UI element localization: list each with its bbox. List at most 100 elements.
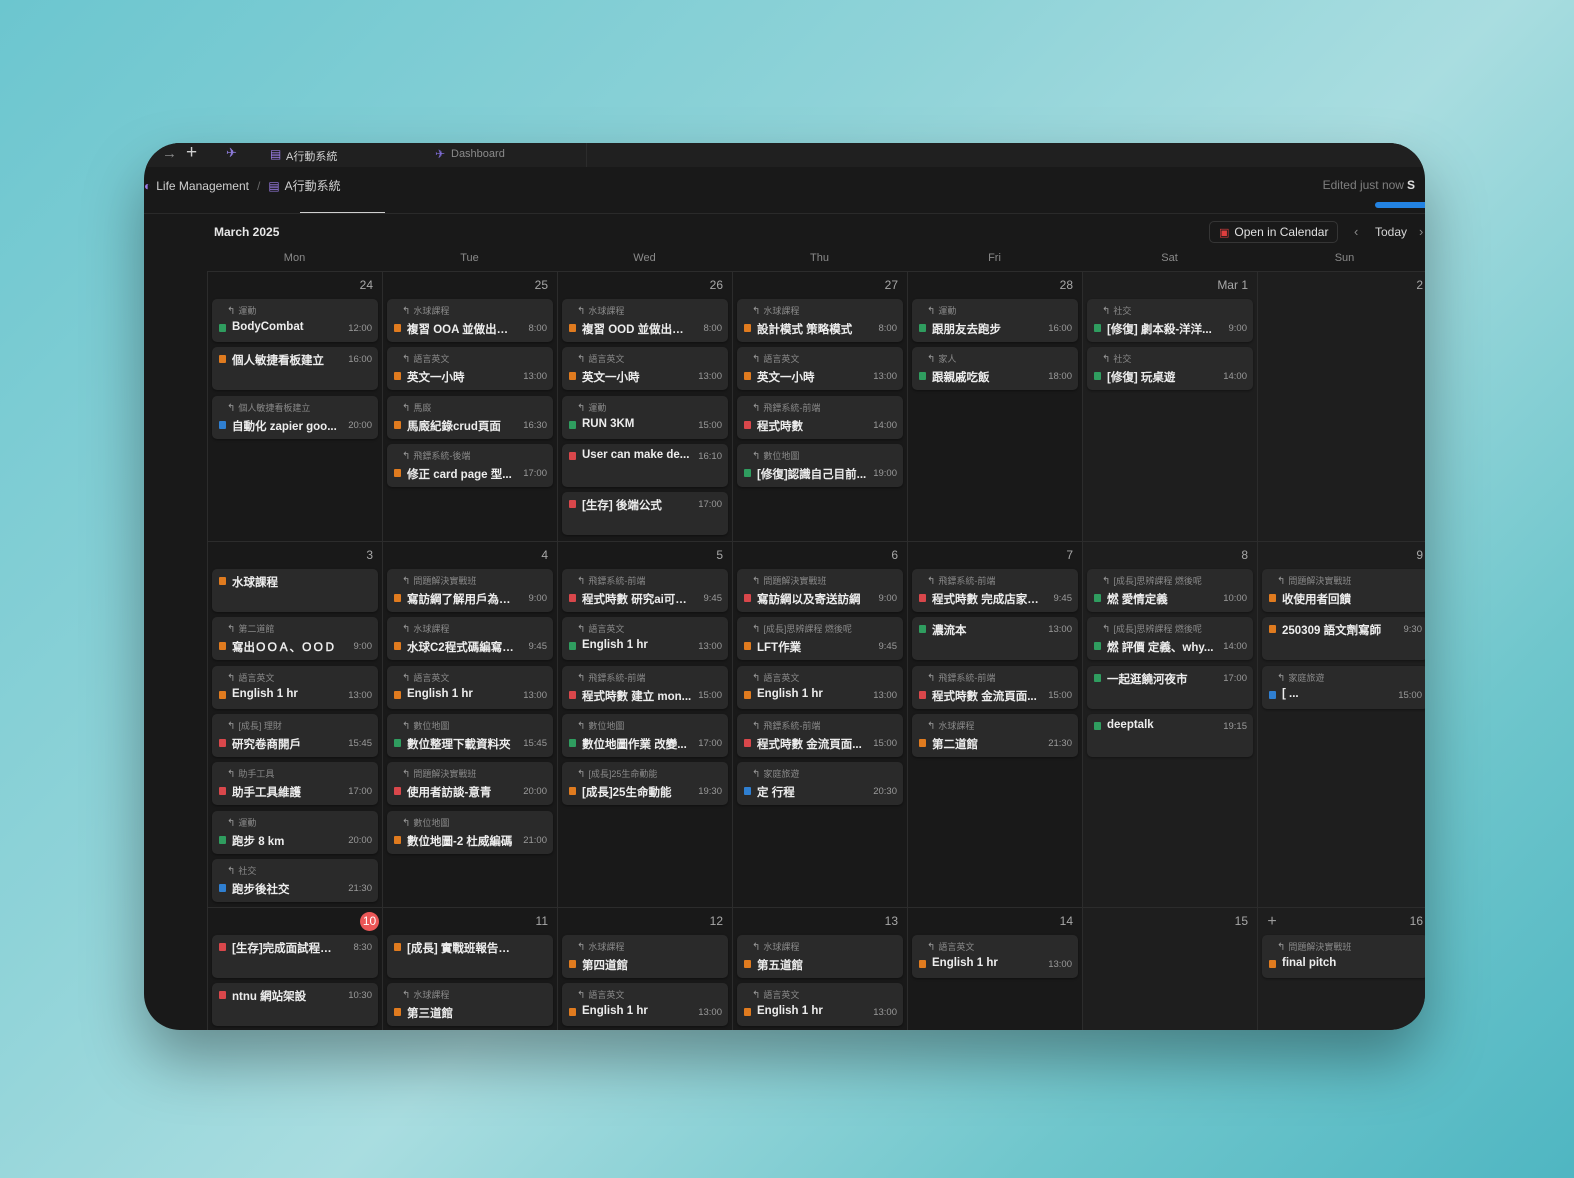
event-card[interactable]: ↰ 語言英文 English 1 hr 13:00 — [912, 935, 1078, 978]
event-card[interactable]: ↰ 語言英文 English 1 hr 13:00 — [562, 983, 728, 1027]
event-card[interactable]: ↰ 飛鏢系統-前端 程式時數 研究ai可以... 9:45 — [562, 569, 728, 612]
event-card[interactable]: ↰ 飛鏢系統-前端 程式時數 建立 mon... 15:00 — [562, 665, 728, 709]
share-button[interactable]: S — [1406, 178, 1415, 192]
event-card[interactable]: 個人敏捷看板建立 16:00 — [212, 347, 378, 391]
event-card[interactable]: ↰ [成長]25生命動能 [成長]25生命動能 19:30 — [562, 762, 728, 806]
event-card[interactable]: 250309 語文劑寫師 9:30 — [1262, 617, 1425, 661]
calendar-day-cell[interactable]: 3 水球課程 ↰ 第二道館 寫出ＯＯＡ、ＯＯＤ 9:00 ↰ 語言英文 English 1 hr… — [207, 542, 382, 907]
event-card[interactable]: ↰ 水球課程 設計模式 策略模式 8:00 — [737, 299, 903, 342]
event-card[interactable]: ↰ 問題解決實戰班 final pitch — [1262, 935, 1425, 978]
event-card[interactable]: ↰ 語言英文 英文一小時 13:00 — [737, 347, 903, 391]
event-card[interactable]: ↰ 社交 跑步後社交 21:30 — [212, 858, 378, 902]
calendar-day-cell[interactable]: 6 ↰ 問題解決實戰班 寫訪綱以及寄送訪綱 9:00 ↰ [成長]思辨課程 燃後呢 LFT作業… — [732, 542, 907, 907]
event-card[interactable]: ↰ 語言英文 英文一小時 13:00 — [562, 347, 728, 391]
new-tab-button[interactable]: + — [186, 143, 198, 163]
event-card[interactable]: ↰ 馬廄 馬廄紀錄crud頁面 16:30 — [387, 395, 553, 439]
event-card[interactable]: ↰ 個人敏捷看板建立 自動化 zapier goo... 20:00 — [212, 395, 378, 439]
event-card[interactable]: ntnu 網站架設 10:30 — [212, 983, 378, 1027]
calendar-day-cell[interactable]: 4 ↰ 問題解決實戰班 寫訪綱了解用戶為什... 9:00 ↰ 水球課程 水球C2程式碼編寫與… — [382, 542, 557, 907]
breadcrumb-page[interactable]: A行動系統 — [284, 179, 341, 193]
event-card[interactable]: deeptalk 19:15 — [1087, 713, 1253, 757]
pin-icon[interactable]: ✈ — [226, 145, 237, 160]
event-card[interactable]: ↰ 水球課程 複習 OOA 並做出筆記 8:00 — [387, 299, 553, 342]
event-card[interactable]: ↰ [成長]思辨課程 燃後呢燃 愛情定義 10:00 — [1087, 569, 1253, 612]
event-card[interactable]: 一起逛饒河夜市 17:00 — [1087, 665, 1253, 709]
calendar-day-cell[interactable]: 15 — [1082, 908, 1257, 1030]
event-card[interactable]: ↰ [成長] 理財 研究卷商開戶 15:45 — [212, 713, 378, 757]
event-card[interactable]: 水球課程 — [212, 569, 378, 612]
event-card[interactable]: User can make de... 16:10 — [562, 443, 728, 487]
event-card[interactable]: ↰ 問題解決實戰班 收使用者回饋 — [1262, 569, 1425, 612]
event-time: 10:30 — [348, 990, 372, 1002]
tab-action-system[interactable]: ▤ A行動系統 — [266, 143, 416, 167]
tab-dashboard[interactable]: ✈ Dashboard — [431, 143, 587, 167]
event-card[interactable]: ↰ 家人 跟親戚吃飯 18:00 — [912, 347, 1078, 391]
event-card[interactable]: ↰ 語言英文 English 1 hr 13:00 — [387, 665, 553, 709]
event-card[interactable]: 濃流本 13:00 — [912, 617, 1078, 661]
event-card[interactable]: ↰ 水球課程 第四道館 — [562, 935, 728, 978]
event-card[interactable]: [生存] 後端公式 17:00 — [562, 492, 728, 536]
event-card[interactable]: ↰ 數位地圖 數位地圖-2 杜威編碼 21:00 — [387, 810, 553, 854]
today-button[interactable]: Today — [1375, 225, 1408, 239]
event-card[interactable]: ↰ 語言英文 英文一小時 13:00 — [387, 347, 553, 391]
event-card[interactable]: ↰ 助手工具 助手工具維護 17:00 — [212, 762, 378, 806]
event-card[interactable]: ↰ 問題解決實戰班 寫訪綱以及寄送訪綱 9:00 — [737, 569, 903, 612]
new-button[interactable] — [1375, 202, 1425, 208]
event-card[interactable]: ↰ 家庭旅遊 [ ... 15:00 — [1262, 665, 1425, 709]
calendar-day-cell[interactable]: 13 ↰ 水球課程 第五道館 ↰ 語言英文 English 1 hr 13:00 — [732, 908, 907, 1030]
add-event-button[interactable]: + — [1267, 913, 1277, 930]
calendar-day-cell[interactable]: 7 ↰ 飛鏢系統-前端 程式時數 完成店家頁... 9:45 濃流本 13:00 ↰ 飛鏢系統-… — [907, 542, 1082, 907]
event-card[interactable]: ↰ [成長]思辨課程 燃後呢 LFT作業 9:45 — [737, 617, 903, 661]
event-card[interactable]: ↰ 社交 [修復] 劇本殺-洋洋... 9:00 — [1087, 299, 1253, 342]
calendar-day-cell[interactable]: 5 ↰ 飛鏢系統-前端 程式時數 研究ai可以... 9:45 ↰ 語言英文 English … — [557, 542, 732, 907]
event-card[interactable]: ↰ 問題解決實戰班 寫訪綱了解用戶為什... 9:00 — [387, 569, 553, 612]
event-card[interactable]: ↰ 數位地圖 [修復]認識自己目前... 19:00 — [737, 443, 903, 487]
calendar-day-cell[interactable]: 12 ↰ 水球課程 第四道館 ↰ 語言英文 English 1 hr 13:00 — [557, 908, 732, 1030]
calendar-day-cell[interactable]: 14 ↰ 語言英文 English 1 hr 13:00 — [907, 908, 1082, 1030]
calendar-day-cell[interactable]: 9 ↰ 問題解決實戰班 收使用者回饋 250309 語文劑寫師 9:30 ↰ 家庭旅遊[ ..… — [1257, 542, 1425, 907]
event-card[interactable]: ↰ 飛鏢系統-前端 程式時數 金流頁面... 15:00 — [737, 713, 903, 757]
calendar-day-cell[interactable]: 27 ↰ 水球課程 設計模式 策略模式 8:00 ↰ 語言英文 英文一小時 13:00 ↰ 飛鏢系統… — [732, 272, 907, 541]
event-card[interactable]: ↰ 運動 RUN 3KM 15:00 — [562, 395, 728, 439]
event-card[interactable]: ↰ 問題解決實戰班 使用者訪談-意青 20:00 — [387, 762, 553, 806]
calendar-day-cell[interactable]: 11 [成長] 實戰班報告頁面 ↰ 水球課程 第三道館 — [382, 908, 557, 1030]
event-card[interactable]: ↰ 飛鏢系統-前端 程式時數 金流頁面... 15:00 — [912, 665, 1078, 709]
event-card[interactable]: ↰ 語言英文 English 1 hr 13:00 — [212, 665, 378, 709]
event-card[interactable]: ↰ 水球課程 第二道館 21:30 — [912, 713, 1078, 757]
event-card[interactable]: [生存]完成面試程式題 8:30 — [212, 935, 378, 978]
event-card[interactable]: ↰ 社交 [修復] 玩桌遊 14:00 — [1087, 347, 1253, 391]
calendar-day-cell[interactable]: 2 — [1257, 272, 1425, 541]
calendar-day-cell[interactable]: 8 ↰ [成長]思辨課程 燃後呢燃 愛情定義 10:00 ↰ [成長]思辨課程 燃後呢燃 … — [1082, 542, 1257, 907]
event-card[interactable]: ↰ [成長]思辨課程 燃後呢燃 評價 定義、why... 14:00 — [1087, 617, 1253, 661]
event-card[interactable]: ↰ 數位地圖 數位地圖作業 改變... 17:00 — [562, 713, 728, 757]
calendar-day-cell[interactable]: Mar 1 ↰ 社交 [修復] 劇本殺-洋洋... 9:00 ↰ 社交 [修復] 玩桌遊 14:… — [1082, 272, 1257, 541]
event-card[interactable]: ↰ 水球課程 複習 OOD 並做出筆記 8:00 — [562, 299, 728, 342]
event-card[interactable]: ↰ 數位地圖 數位整理下載資料夾 15:45 — [387, 713, 553, 757]
calendar-day-cell[interactable]: 28 ↰ 運動 跟朋友去跑步 16:00 ↰ 家人 跟親戚吃飯 18:00 — [907, 272, 1082, 541]
event-card[interactable]: ↰ 運動 BodyCombat 12:00 — [212, 299, 378, 342]
calendar-day-cell[interactable]: 26 ↰ 水球課程 複習 OOD 並做出筆記 8:00 ↰ 語言英文 英文一小時 13:00 ↰ 運… — [557, 272, 732, 541]
event-card[interactable]: ↰ 水球課程 第三道館 — [387, 983, 553, 1027]
event-card[interactable]: ↰ 水球課程 水球C2程式碼編寫與... 9:45 — [387, 617, 553, 661]
event-card[interactable]: ↰ 語言英文 English 1 hr 13:00 — [562, 617, 728, 661]
calendar-day-cell[interactable]: 10 [生存]完成面試程式題 8:30 ntnu 網站架設 10:30 — [207, 908, 382, 1030]
calendar-day-cell[interactable]: +16 ↰ 問題解決實戰班 final pitch — [1257, 908, 1425, 1030]
event-card[interactable]: ↰ 運動 跑步 8 km 20:00 — [212, 810, 378, 854]
event-card[interactable]: [成長] 實戰班報告頁面 — [387, 935, 553, 978]
event-card[interactable]: ↰ 語言英文 English 1 hr 13:00 — [737, 983, 903, 1027]
event-card[interactable]: ↰ 飛鏢系統-前端 程式時數 14:00 — [737, 395, 903, 439]
event-card[interactable]: ↰ 第二道館 寫出ＯＯＡ、ＯＯＤ 9:00 — [212, 617, 378, 661]
chevron-right-icon[interactable]: › — [1419, 224, 1424, 239]
event-card[interactable]: ↰ 飛鏢系統-後端 修正 card page 型... 17:00 — [387, 443, 553, 487]
breadcrumb-workspace[interactable]: Life Management — [156, 178, 249, 193]
calendar-day-cell[interactable]: 25 ↰ 水球課程 複習 OOA 並做出筆記 8:00 ↰ 語言英文 英文一小時 13:00 ↰ 馬… — [382, 272, 557, 541]
event-card[interactable]: ↰ 飛鏢系統-前端 程式時數 完成店家頁... 9:45 — [912, 569, 1078, 612]
open-in-calendar-button[interactable]: ▣ Open in Calendar — [1209, 221, 1339, 243]
calendar-day-cell[interactable]: 24 ↰ 運動 BodyCombat 12:00 個人敏捷看板建立 16:00 ↰ 個人敏捷看板… — [207, 272, 382, 541]
event-card[interactable]: ↰ 運動 跟朋友去跑步 16:00 — [912, 299, 1078, 342]
event-card[interactable]: ↰ 水球課程 第五道館 — [737, 935, 903, 978]
event-card[interactable]: ↰ 語言英文 English 1 hr 13:00 — [737, 665, 903, 709]
forward-icon[interactable]: → — [162, 145, 177, 162]
event-card[interactable]: ↰ 家庭旅遊定 行程 20:30 — [737, 762, 903, 806]
chevron-left-icon[interactable]: ‹ — [1354, 224, 1359, 239]
